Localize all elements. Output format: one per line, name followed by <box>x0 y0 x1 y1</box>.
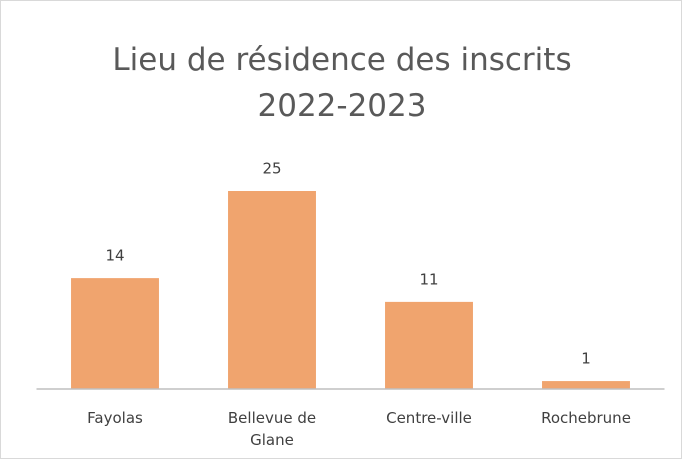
bar <box>385 301 473 389</box>
x-tick-label: Centre-ville <box>386 409 472 427</box>
data-label: 14 <box>105 247 124 265</box>
bar <box>71 278 159 389</box>
chart-title: Lieu de résidence des inscrits 2022-2023 <box>112 42 572 124</box>
x-tick-label: Fayolas <box>87 409 143 427</box>
x-tick-label: Rochebrune <box>541 409 631 427</box>
data-label: 11 <box>419 270 438 288</box>
x-tick-label: Bellevue de Glane <box>227 409 317 449</box>
bar <box>542 381 630 389</box>
data-label: 1 <box>581 350 591 368</box>
data-label: 25 <box>262 160 281 178</box>
bar <box>228 191 316 389</box>
